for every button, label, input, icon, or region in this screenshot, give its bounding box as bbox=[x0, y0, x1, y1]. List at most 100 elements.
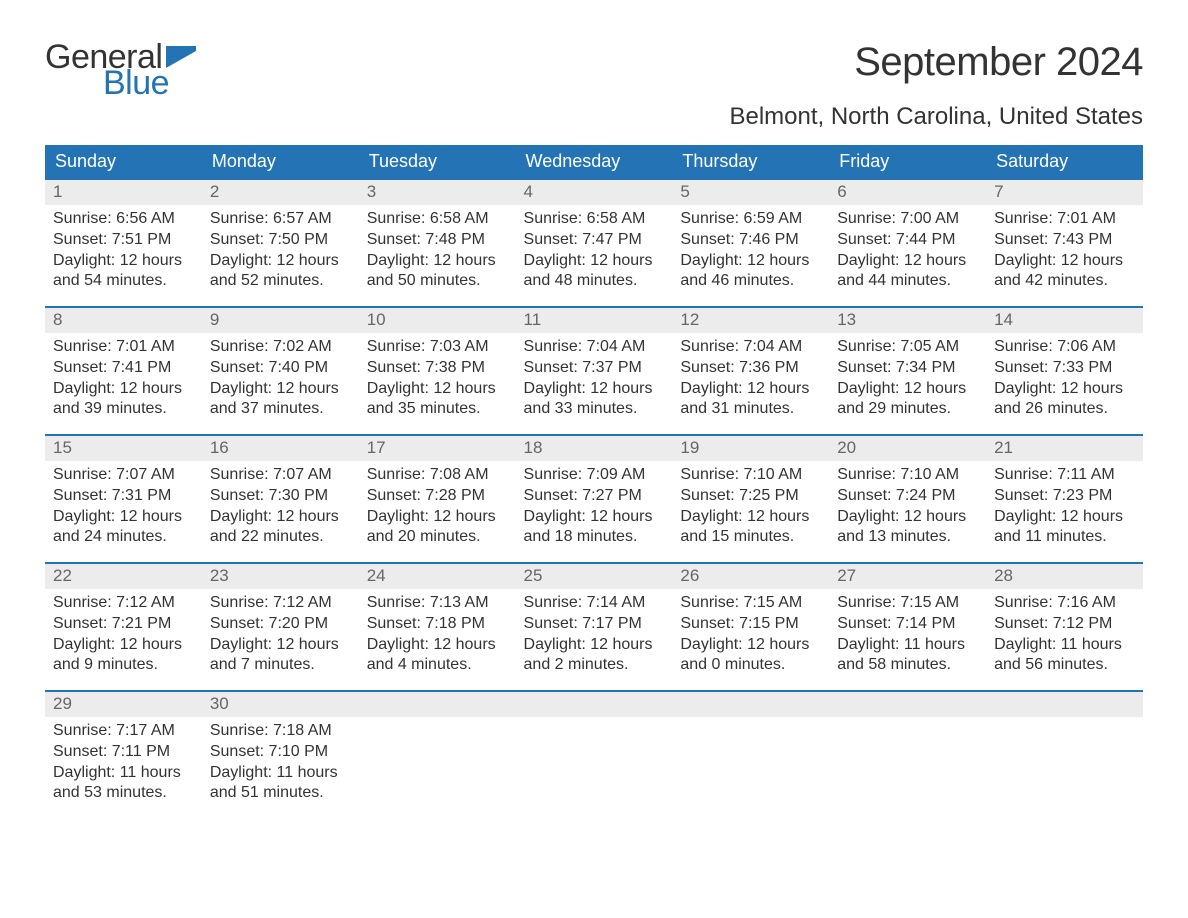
day-details: Sunrise: 7:03 AMSunset: 7:38 PMDaylight:… bbox=[359, 333, 516, 426]
day-number: 9 bbox=[202, 308, 359, 333]
day-sunset: Sunset: 7:25 PM bbox=[680, 486, 821, 507]
day-sunset: Sunset: 7:37 PM bbox=[524, 358, 665, 379]
calendar-day-cell bbox=[359, 691, 516, 819]
day-day1: Daylight: 12 hours bbox=[680, 507, 821, 528]
day-details: Sunrise: 7:02 AMSunset: 7:40 PMDaylight:… bbox=[202, 333, 359, 426]
day-sunset: Sunset: 7:36 PM bbox=[680, 358, 821, 379]
day-details: Sunrise: 7:10 AMSunset: 7:24 PMDaylight:… bbox=[829, 461, 986, 554]
day-day2: and 51 minutes. bbox=[210, 783, 351, 804]
weekday-header: Tuesday bbox=[359, 145, 516, 179]
calendar-day-cell: 25Sunrise: 7:14 AMSunset: 7:17 PMDayligh… bbox=[516, 563, 673, 691]
day-number-empty bbox=[359, 692, 516, 717]
day-day1: Daylight: 12 hours bbox=[680, 635, 821, 656]
day-number: 5 bbox=[672, 180, 829, 205]
day-details: Sunrise: 7:07 AMSunset: 7:30 PMDaylight:… bbox=[202, 461, 359, 554]
day-day2: and 39 minutes. bbox=[53, 399, 194, 420]
day-day1: Daylight: 12 hours bbox=[210, 635, 351, 656]
day-sunset: Sunset: 7:20 PM bbox=[210, 614, 351, 635]
day-details: Sunrise: 7:01 AMSunset: 7:43 PMDaylight:… bbox=[986, 205, 1143, 298]
day-details: Sunrise: 7:14 AMSunset: 7:17 PMDaylight:… bbox=[516, 589, 673, 682]
calendar-day-cell bbox=[672, 691, 829, 819]
day-number: 19 bbox=[672, 436, 829, 461]
day-sunset: Sunset: 7:34 PM bbox=[837, 358, 978, 379]
day-day1: Daylight: 12 hours bbox=[53, 635, 194, 656]
day-sunset: Sunset: 7:28 PM bbox=[367, 486, 508, 507]
day-details: Sunrise: 7:12 AMSunset: 7:20 PMDaylight:… bbox=[202, 589, 359, 682]
day-sunrise: Sunrise: 7:15 AM bbox=[837, 593, 978, 614]
calendar-day-cell: 29Sunrise: 7:17 AMSunset: 7:11 PMDayligh… bbox=[45, 691, 202, 819]
day-details: Sunrise: 7:15 AMSunset: 7:14 PMDaylight:… bbox=[829, 589, 986, 682]
calendar-day-cell: 5Sunrise: 6:59 AMSunset: 7:46 PMDaylight… bbox=[672, 179, 829, 307]
day-sunrise: Sunrise: 7:06 AM bbox=[994, 337, 1135, 358]
day-sunrise: Sunrise: 6:56 AM bbox=[53, 209, 194, 230]
weekday-header: Sunday bbox=[45, 145, 202, 179]
day-details: Sunrise: 6:58 AMSunset: 7:48 PMDaylight:… bbox=[359, 205, 516, 298]
weekday-header: Saturday bbox=[986, 145, 1143, 179]
day-day2: and 50 minutes. bbox=[367, 271, 508, 292]
calendar-day-cell: 9Sunrise: 7:02 AMSunset: 7:40 PMDaylight… bbox=[202, 307, 359, 435]
header: General Blue September 2024 Belmont, Nor… bbox=[45, 40, 1143, 131]
calendar-day-cell bbox=[516, 691, 673, 819]
calendar-week-row: 1Sunrise: 6:56 AMSunset: 7:51 PMDaylight… bbox=[45, 179, 1143, 307]
calendar-day-cell: 21Sunrise: 7:11 AMSunset: 7:23 PMDayligh… bbox=[986, 435, 1143, 563]
day-day2: and 35 minutes. bbox=[367, 399, 508, 420]
page-title: September 2024 bbox=[729, 40, 1143, 85]
day-details: Sunrise: 6:56 AMSunset: 7:51 PMDaylight:… bbox=[45, 205, 202, 298]
day-day1: Daylight: 12 hours bbox=[367, 507, 508, 528]
calendar-day-cell: 16Sunrise: 7:07 AMSunset: 7:30 PMDayligh… bbox=[202, 435, 359, 563]
day-day1: Daylight: 12 hours bbox=[210, 251, 351, 272]
day-sunset: Sunset: 7:21 PM bbox=[53, 614, 194, 635]
weekday-header-row: Sunday Monday Tuesday Wednesday Thursday… bbox=[45, 145, 1143, 179]
day-day1: Daylight: 12 hours bbox=[680, 251, 821, 272]
day-day2: and 42 minutes. bbox=[994, 271, 1135, 292]
calendar-day-cell bbox=[829, 691, 986, 819]
day-sunrise: Sunrise: 7:17 AM bbox=[53, 721, 194, 742]
calendar-day-cell: 4Sunrise: 6:58 AMSunset: 7:47 PMDaylight… bbox=[516, 179, 673, 307]
day-number: 18 bbox=[516, 436, 673, 461]
day-details: Sunrise: 7:04 AMSunset: 7:36 PMDaylight:… bbox=[672, 333, 829, 426]
calendar-week-row: 29Sunrise: 7:17 AMSunset: 7:11 PMDayligh… bbox=[45, 691, 1143, 819]
day-sunset: Sunset: 7:11 PM bbox=[53, 742, 194, 763]
day-number: 15 bbox=[45, 436, 202, 461]
calendar-week-row: 22Sunrise: 7:12 AMSunset: 7:21 PMDayligh… bbox=[45, 563, 1143, 691]
day-details: Sunrise: 6:57 AMSunset: 7:50 PMDaylight:… bbox=[202, 205, 359, 298]
calendar-day-cell: 12Sunrise: 7:04 AMSunset: 7:36 PMDayligh… bbox=[672, 307, 829, 435]
day-day1: Daylight: 12 hours bbox=[53, 379, 194, 400]
day-number: 4 bbox=[516, 180, 673, 205]
calendar-day-cell: 3Sunrise: 6:58 AMSunset: 7:48 PMDaylight… bbox=[359, 179, 516, 307]
calendar-day-cell: 2Sunrise: 6:57 AMSunset: 7:50 PMDaylight… bbox=[202, 179, 359, 307]
calendar-table: Sunday Monday Tuesday Wednesday Thursday… bbox=[45, 145, 1143, 819]
day-details: Sunrise: 7:09 AMSunset: 7:27 PMDaylight:… bbox=[516, 461, 673, 554]
weekday-header: Friday bbox=[829, 145, 986, 179]
calendar-day-cell: 8Sunrise: 7:01 AMSunset: 7:41 PMDaylight… bbox=[45, 307, 202, 435]
day-sunset: Sunset: 7:30 PM bbox=[210, 486, 351, 507]
day-day2: and 29 minutes. bbox=[837, 399, 978, 420]
day-number: 30 bbox=[202, 692, 359, 717]
day-sunset: Sunset: 7:48 PM bbox=[367, 230, 508, 251]
day-day2: and 44 minutes. bbox=[837, 271, 978, 292]
calendar-day-cell: 30Sunrise: 7:18 AMSunset: 7:10 PMDayligh… bbox=[202, 691, 359, 819]
day-sunrise: Sunrise: 7:12 AM bbox=[210, 593, 351, 614]
day-sunrise: Sunrise: 7:11 AM bbox=[994, 465, 1135, 486]
day-details: Sunrise: 7:16 AMSunset: 7:12 PMDaylight:… bbox=[986, 589, 1143, 682]
day-sunset: Sunset: 7:10 PM bbox=[210, 742, 351, 763]
calendar-day-cell: 14Sunrise: 7:06 AMSunset: 7:33 PMDayligh… bbox=[986, 307, 1143, 435]
day-sunrise: Sunrise: 7:05 AM bbox=[837, 337, 978, 358]
day-day1: Daylight: 12 hours bbox=[680, 379, 821, 400]
day-day1: Daylight: 12 hours bbox=[367, 635, 508, 656]
day-day2: and 11 minutes. bbox=[994, 527, 1135, 548]
day-sunrise: Sunrise: 7:14 AM bbox=[524, 593, 665, 614]
day-sunset: Sunset: 7:31 PM bbox=[53, 486, 194, 507]
day-sunrise: Sunrise: 7:04 AM bbox=[680, 337, 821, 358]
calendar-day-cell: 28Sunrise: 7:16 AMSunset: 7:12 PMDayligh… bbox=[986, 563, 1143, 691]
day-sunrise: Sunrise: 7:02 AM bbox=[210, 337, 351, 358]
day-details: Sunrise: 7:08 AMSunset: 7:28 PMDaylight:… bbox=[359, 461, 516, 554]
day-sunset: Sunset: 7:47 PM bbox=[524, 230, 665, 251]
weekday-header: Thursday bbox=[672, 145, 829, 179]
day-day2: and 58 minutes. bbox=[837, 655, 978, 676]
day-day2: and 15 minutes. bbox=[680, 527, 821, 548]
day-sunset: Sunset: 7:24 PM bbox=[837, 486, 978, 507]
day-details: Sunrise: 7:15 AMSunset: 7:15 PMDaylight:… bbox=[672, 589, 829, 682]
day-day2: and 56 minutes. bbox=[994, 655, 1135, 676]
calendar-day-cell: 22Sunrise: 7:12 AMSunset: 7:21 PMDayligh… bbox=[45, 563, 202, 691]
